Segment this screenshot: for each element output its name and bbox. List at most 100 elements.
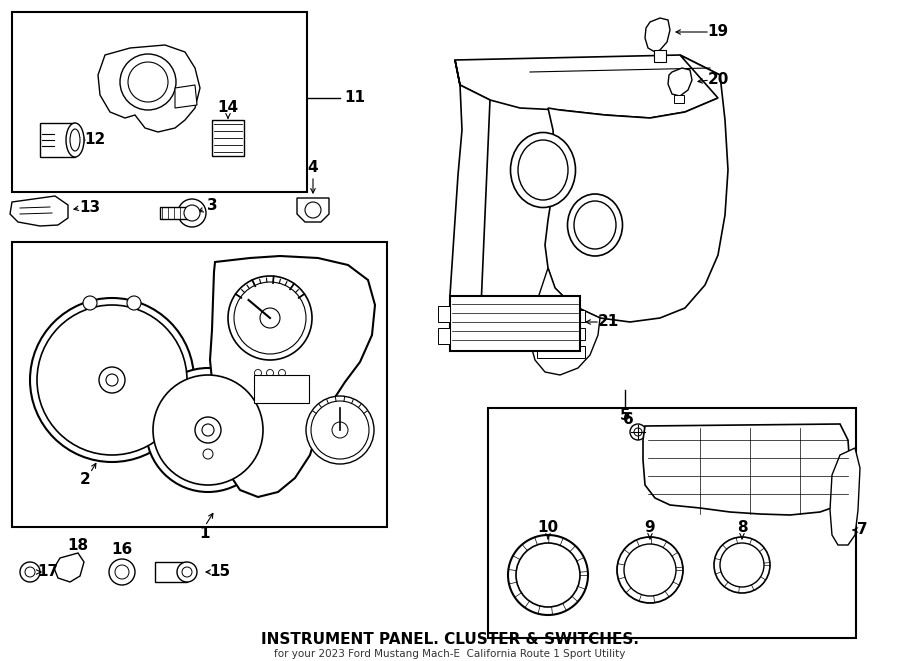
Bar [674,95,684,103]
Polygon shape [175,85,197,108]
Circle shape [634,428,642,436]
Bar [438,328,450,344]
Polygon shape [530,268,600,375]
Circle shape [630,424,646,440]
Bar [212,120,244,156]
Circle shape [305,202,321,218]
Circle shape [20,562,40,582]
Circle shape [311,401,369,459]
Text: 17: 17 [38,564,58,580]
Polygon shape [54,553,84,582]
Bar [450,296,580,351]
Circle shape [516,543,580,607]
Text: 12: 12 [85,132,105,147]
Circle shape [508,535,588,615]
Polygon shape [210,256,375,497]
Text: INSTRUMENT PANEL. CLUSTER & SWITCHES.: INSTRUMENT PANEL. CLUSTER & SWITCHES. [261,633,639,648]
Circle shape [266,369,274,377]
Text: 3: 3 [207,198,217,212]
Ellipse shape [177,562,197,582]
Bar [40,123,75,157]
Circle shape [278,369,285,377]
Circle shape [109,559,135,585]
Circle shape [234,282,306,354]
Circle shape [184,205,200,221]
Bar [160,207,192,219]
Bar [155,562,187,582]
Text: 19: 19 [707,24,729,40]
Text: 2: 2 [79,473,90,488]
Polygon shape [98,45,200,132]
Circle shape [128,62,168,102]
Text: 15: 15 [210,564,230,580]
Circle shape [617,537,683,603]
Polygon shape [830,448,860,545]
Polygon shape [645,18,670,52]
Polygon shape [668,68,692,96]
Circle shape [25,567,35,577]
Circle shape [202,424,214,436]
Polygon shape [10,196,68,226]
Bar [537,346,585,358]
Circle shape [120,54,176,110]
Text: 14: 14 [218,100,238,116]
Circle shape [203,449,213,459]
Text: for your 2023 Ford Mustang Mach-E  California Route 1 Sport Utility: for your 2023 Ford Mustang Mach-E Califo… [274,649,626,659]
Ellipse shape [568,194,623,256]
Circle shape [83,296,97,310]
Circle shape [153,375,263,485]
Text: 1: 1 [200,525,211,541]
Bar [654,50,666,62]
Bar [438,306,450,322]
Circle shape [30,298,194,462]
Circle shape [99,367,125,393]
Circle shape [273,379,280,387]
Text: 8: 8 [737,520,747,535]
Ellipse shape [70,129,80,151]
Text: 16: 16 [112,541,132,557]
Bar [537,328,585,340]
Bar [12,12,307,192]
Text: 21: 21 [598,315,618,329]
Bar [12,242,387,527]
Circle shape [720,543,764,587]
Circle shape [260,379,267,387]
Polygon shape [643,424,850,515]
Text: 20: 20 [707,73,729,87]
Ellipse shape [182,567,192,577]
Circle shape [127,296,141,310]
Bar [488,408,856,638]
Polygon shape [545,55,728,322]
Circle shape [178,199,206,227]
Circle shape [115,565,129,579]
Text: 18: 18 [68,537,88,553]
Bar [537,310,585,322]
Polygon shape [297,198,329,222]
Text: 10: 10 [537,520,559,535]
Circle shape [714,537,770,593]
Circle shape [255,389,262,397]
Text: 4: 4 [308,161,319,176]
Circle shape [195,417,221,443]
Circle shape [306,396,374,464]
Ellipse shape [574,201,616,249]
Circle shape [260,308,280,328]
Circle shape [37,305,187,455]
Circle shape [624,544,676,596]
Text: 11: 11 [345,91,365,106]
Circle shape [278,389,285,397]
Text: 9: 9 [644,520,655,535]
Ellipse shape [518,140,568,200]
Circle shape [228,276,312,360]
Polygon shape [455,55,720,118]
Circle shape [106,374,118,386]
Text: 6: 6 [623,412,634,428]
Polygon shape [450,60,490,330]
Text: 5: 5 [620,407,630,422]
Ellipse shape [66,123,84,157]
Circle shape [332,422,348,438]
Text: 7: 7 [857,522,868,537]
Circle shape [146,368,270,492]
Circle shape [266,389,274,397]
Text: 13: 13 [79,200,101,215]
